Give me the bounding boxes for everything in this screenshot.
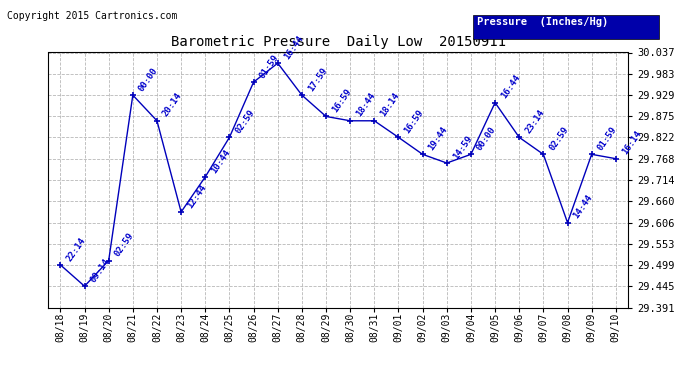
- Text: Pressure  (Inches/Hg): Pressure (Inches/Hg): [477, 17, 608, 27]
- Text: 16:44: 16:44: [500, 73, 522, 100]
- Text: 09:14: 09:14: [89, 257, 112, 284]
- Text: 14:59: 14:59: [451, 134, 474, 161]
- Text: 16:59: 16:59: [331, 87, 353, 114]
- Title: Barometric Pressure  Daily Low  20150911: Barometric Pressure Daily Low 20150911: [170, 34, 506, 48]
- Text: 19:44: 19:44: [427, 125, 450, 152]
- Text: 10:44: 10:44: [210, 147, 233, 175]
- Text: 14:44: 14:44: [572, 193, 595, 220]
- Text: 16:59: 16:59: [403, 108, 426, 135]
- Text: 16:44: 16:44: [282, 34, 305, 61]
- Text: 17:59: 17:59: [306, 66, 329, 93]
- Text: 02:59: 02:59: [548, 125, 571, 152]
- Text: 18:44: 18:44: [355, 92, 377, 118]
- Text: 01:59: 01:59: [596, 125, 619, 152]
- Text: Copyright 2015 Cartronics.com: Copyright 2015 Cartronics.com: [7, 11, 177, 21]
- Text: 16:14: 16:14: [620, 129, 643, 156]
- Text: 02:59: 02:59: [113, 231, 136, 258]
- Text: 00:00: 00:00: [137, 66, 160, 93]
- Text: 23:14: 23:14: [524, 108, 546, 135]
- Text: 18:14: 18:14: [379, 92, 402, 118]
- Text: 01:59: 01:59: [258, 53, 281, 80]
- Text: 22:14: 22:14: [65, 236, 88, 263]
- Text: 12:44: 12:44: [186, 183, 208, 210]
- Text: 02:59: 02:59: [234, 108, 257, 135]
- Text: 00:00: 00:00: [475, 125, 498, 152]
- Text: 20:14: 20:14: [161, 92, 184, 118]
